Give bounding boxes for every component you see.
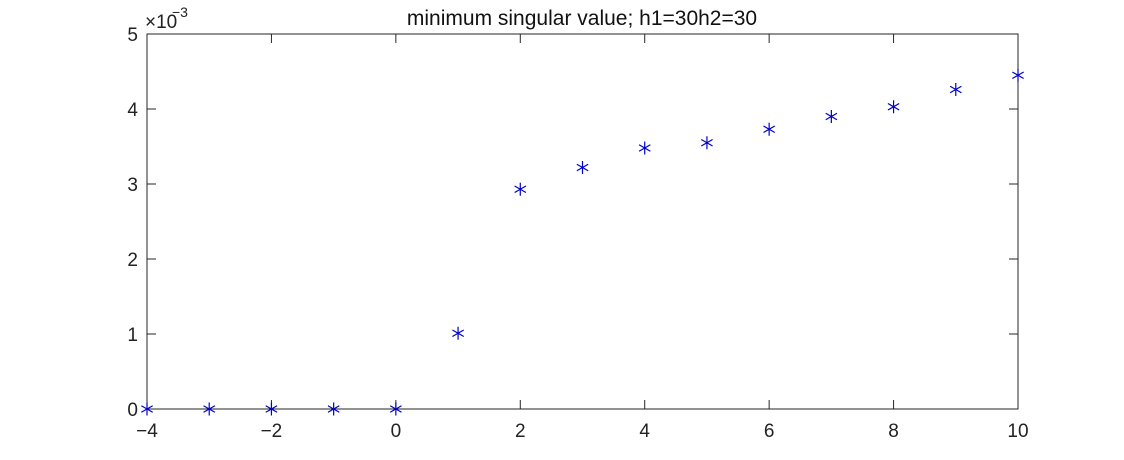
data-point-marker	[949, 83, 962, 96]
data-point-marker	[327, 402, 340, 416]
data-point-marker	[1012, 68, 1024, 82]
x-tick-label: 2	[515, 421, 526, 442]
data-point-marker	[576, 161, 589, 174]
y-tick-label: 0	[127, 400, 138, 421]
y-tick-label: 4	[127, 100, 138, 121]
x-tick-label: 0	[391, 421, 402, 442]
chart-title: minimum singular value; h1=30h2=30	[407, 7, 757, 30]
x-tick-label: 4	[639, 421, 650, 442]
data-point-marker	[141, 402, 153, 416]
x-axis: −4 −2 0 2 4 6 8 10	[136, 34, 1029, 442]
y-axis-exponent-power: −3	[172, 4, 188, 20]
data-point-marker	[389, 402, 402, 416]
data-point-marker	[700, 136, 713, 150]
data-point-marker	[203, 402, 216, 416]
y-axis-exponent-base: ×10	[145, 12, 177, 33]
x-tick-label: 6	[764, 421, 775, 442]
data-point-marker	[825, 110, 838, 123]
x-tick-label: −2	[261, 421, 283, 442]
data-point-marker	[265, 402, 278, 416]
data-point-marker	[452, 326, 465, 340]
x-tick-label: 10	[1007, 421, 1028, 442]
y-axis: 0 1 2 3 4 5	[127, 25, 1018, 421]
data-point-marker	[638, 141, 651, 155]
y-tick-label: 1	[127, 325, 138, 346]
x-tick-label: −4	[136, 421, 158, 442]
y-tick-label: 3	[127, 175, 138, 196]
x-tick-label: 8	[888, 421, 899, 442]
y-tick-label: 5	[127, 25, 138, 46]
data-point-marker	[763, 122, 776, 136]
data-point-marker	[887, 100, 900, 114]
data-points	[141, 68, 1024, 416]
y-tick-label: 2	[127, 250, 138, 271]
axes-box	[146, 33, 1019, 410]
data-point-marker	[514, 182, 527, 196]
